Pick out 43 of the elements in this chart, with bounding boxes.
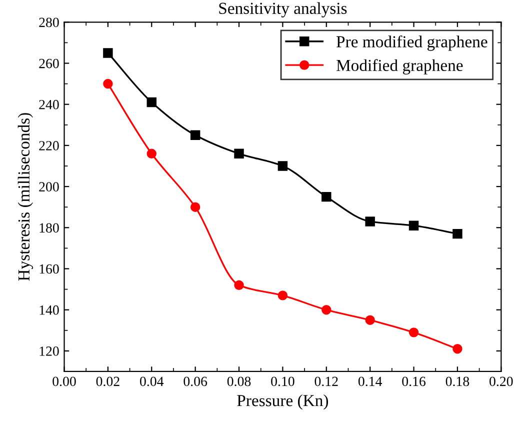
point (322, 192, 332, 202)
x-tick-label: 0.02 (96, 376, 120, 386)
y-axis-title: Hysteresis (milliseconds) (18, 113, 33, 281)
point (103, 78, 113, 89)
point (190, 202, 200, 212)
x-tick-label: 0.00 (52, 376, 76, 386)
x-tick-label: 0.04 (140, 376, 164, 386)
legend-label: Modified graphene (336, 59, 463, 74)
x-tick-label: 0.18 (446, 376, 470, 386)
point (278, 290, 288, 300)
point (365, 216, 375, 226)
point (146, 148, 156, 159)
y-tick-label: 200 (39, 182, 59, 192)
point (408, 220, 419, 230)
y-tick-label: 260 (39, 58, 59, 68)
point (146, 97, 156, 108)
chart-title: Sensitivity analysis (219, 2, 347, 18)
y-tick-label: 280 (39, 18, 59, 28)
x-tick-label: 0.10 (271, 376, 294, 386)
point (322, 304, 332, 315)
y-tick-label: 140 (40, 305, 59, 315)
x-tick-label: 0.16 (402, 376, 426, 386)
point (234, 148, 244, 159)
x-tick-label: 0.08 (227, 376, 251, 386)
y-tick-label: 120 (40, 346, 59, 356)
y-tick-label: 220 (39, 141, 59, 150)
point (408, 328, 419, 338)
point (452, 344, 462, 354)
y-tick-label: 240 (39, 100, 59, 110)
x-tick-label: 0.12 (314, 376, 338, 386)
y-tick-label: 180 (40, 223, 59, 233)
x-tick-label: 0.20 (490, 376, 513, 386)
y-tick-label: 160 (40, 264, 59, 274)
point (234, 280, 244, 290)
point (365, 315, 375, 325)
point (103, 48, 113, 58)
point (278, 161, 288, 171)
x-tick-label: 0.14 (358, 376, 382, 386)
legend-label: Pre modified graphene (336, 35, 488, 51)
point (452, 228, 462, 239)
x-axis-title: Pressure (Kn) (237, 394, 328, 410)
point (190, 130, 200, 140)
x-tick-label: 0.06 (184, 376, 208, 386)
